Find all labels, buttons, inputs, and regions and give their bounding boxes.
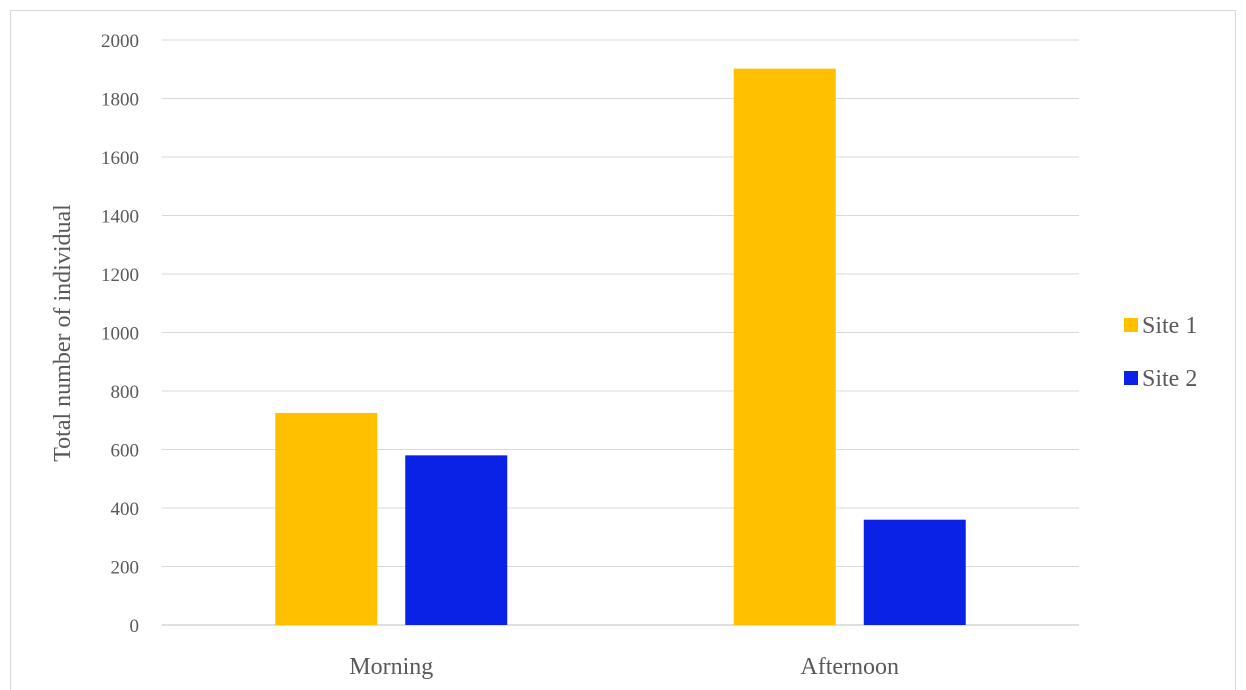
bar-site-1-afternoon [733,68,836,626]
chart-frame [10,10,1236,690]
y-tick-label: 1200 [101,265,139,286]
legend: Site 1 Site 2 [1124,313,1197,392]
y-tick-label: 0 [130,616,140,637]
y-tick-label: 1800 [101,90,139,111]
y-tick-label: 1400 [101,207,139,228]
legend-label: Site 1 [1142,313,1197,339]
bars [275,68,966,626]
bar-site-2-morning [405,455,508,625]
y-tick-label: 800 [111,382,140,403]
bar-site-1-morning [275,412,378,625]
legend-label: Site 2 [1142,366,1197,392]
y-tick-label: 600 [111,441,140,462]
legend-swatch [1124,318,1138,332]
x-category-label: Afternoon [800,654,899,680]
legend-swatch [1124,371,1138,385]
y-tick-label: 400 [111,499,140,520]
y-tick-label: 2000 [101,31,139,52]
y-tick-label: 1000 [101,324,139,345]
x-category-label: Morning [349,654,433,680]
y-axis-label: Total number of individual [50,204,76,462]
x-axis-categories: Morning Afternoon [349,654,899,680]
y-tick-label: 200 [111,558,140,579]
bar-site-2-afternoon [863,519,966,625]
y-axis-ticks: 0 200 400 600 800 1000 1200 1400 1600 1800 2000 [101,31,139,637]
y-tick-label: 1600 [101,148,139,169]
